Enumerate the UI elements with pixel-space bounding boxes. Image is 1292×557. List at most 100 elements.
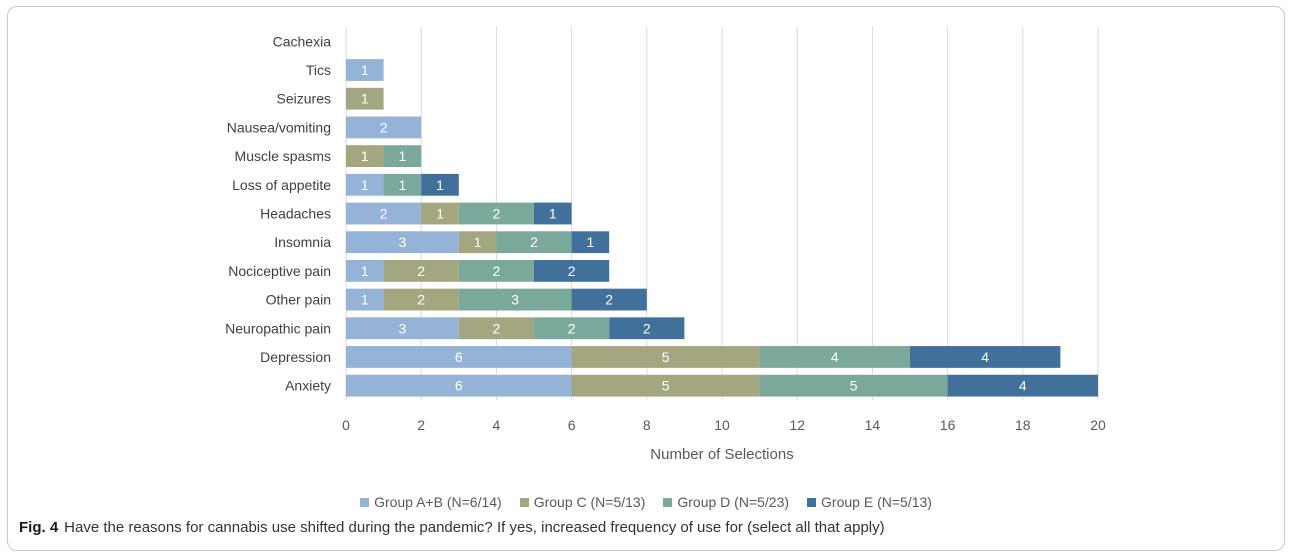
- bar-segment: [458, 288, 572, 311]
- data-label: 1: [361, 91, 369, 107]
- x-tick-label: 16: [940, 417, 956, 433]
- legend-label: Group D (N=5/23): [677, 494, 790, 510]
- bar-segment: [346, 173, 384, 196]
- y-category-label: Anxiety: [285, 378, 331, 394]
- data-label: 5: [662, 349, 670, 365]
- bar-segment: [383, 259, 459, 282]
- bar-segment: [346, 87, 384, 110]
- bar-segment: [947, 374, 1098, 397]
- y-category-label: Tics: [306, 62, 331, 78]
- bar-segment: [383, 173, 422, 196]
- data-label: 2: [568, 263, 576, 279]
- data-label: 6: [455, 378, 463, 394]
- y-category-label: Seizures: [277, 91, 331, 107]
- data-label: 5: [662, 378, 670, 394]
- bar-segment: [346, 202, 422, 225]
- legend-swatch: [519, 497, 529, 507]
- bar-segment: [383, 145, 422, 168]
- legend-item: Group A+B (N=6/14): [360, 494, 502, 510]
- data-label: 2: [493, 206, 501, 222]
- legend-label: Group E (N=5/13): [821, 494, 932, 510]
- data-label: 1: [587, 234, 595, 250]
- bar-segment: [759, 346, 910, 368]
- bar-segment: [571, 346, 760, 368]
- data-label: 2: [380, 119, 388, 135]
- data-label: 4: [981, 349, 989, 365]
- bar-segment: [346, 288, 384, 311]
- y-category-label: Loss of appetite: [232, 177, 331, 193]
- data-label: 3: [511, 292, 519, 308]
- data-label: 2: [643, 320, 651, 336]
- legend-item: Group D (N=5/23): [663, 494, 789, 510]
- data-label: 1: [474, 234, 482, 250]
- bar-segment: [346, 346, 572, 368]
- data-label: 1: [436, 206, 444, 222]
- bar-segment: [458, 317, 534, 340]
- bar-segment: [534, 259, 610, 282]
- bar-segment: [421, 202, 459, 225]
- bar-segment: [458, 202, 534, 225]
- x-axis-title: Number of Selections: [650, 446, 793, 463]
- y-category-label: Nociceptive pain: [228, 263, 331, 279]
- data-label: 6: [455, 349, 463, 365]
- bar-segment: [346, 145, 384, 168]
- y-category-label: Neuropathic pain: [225, 320, 331, 336]
- figure-caption: Fig. 4 Have the reasons for cannabis use …: [19, 519, 885, 536]
- data-label: 1: [361, 148, 369, 164]
- x-tick-label: 6: [568, 417, 576, 433]
- bar-segment: [910, 346, 1061, 368]
- data-label: 1: [361, 62, 369, 78]
- x-tick-label: 12: [789, 417, 805, 433]
- figure-frame: [7, 6, 1285, 551]
- legend-label: Group C (N=5/13): [533, 494, 646, 510]
- data-label: 1: [549, 206, 557, 222]
- x-tick-label: 2: [417, 417, 425, 433]
- legend-item: Group C (N=5/13): [519, 494, 646, 510]
- data-label: 2: [568, 320, 576, 336]
- bar-segment: [383, 288, 459, 311]
- bar-segment: [571, 288, 647, 311]
- x-tick-label: 8: [643, 417, 651, 433]
- legend-swatch: [807, 497, 817, 507]
- data-label: 2: [417, 292, 425, 308]
- x-tick-label: 0: [342, 417, 350, 433]
- y-category-label: Other pain: [266, 292, 331, 308]
- bar-segment: [421, 173, 459, 196]
- y-category-label: Headaches: [260, 206, 331, 222]
- data-label: 2: [605, 292, 613, 308]
- data-label: 5: [850, 378, 858, 394]
- data-label: 4: [1019, 378, 1027, 394]
- y-category-label: Insomnia: [274, 234, 331, 250]
- bar-segment: [458, 259, 534, 282]
- bar-segment: [346, 374, 572, 397]
- y-category-label: Nausea/vomiting: [227, 119, 331, 135]
- bar-segment: [346, 317, 459, 340]
- legend-swatch: [360, 497, 370, 507]
- bar-segment: [571, 374, 760, 397]
- data-label: 2: [380, 206, 388, 222]
- x-tick-label: 4: [493, 417, 501, 433]
- data-label: 1: [361, 177, 369, 193]
- y-category-label: Muscle spasms: [235, 148, 331, 164]
- data-label: 2: [417, 263, 425, 279]
- legend-swatch: [663, 497, 673, 507]
- data-label: 1: [399, 148, 407, 164]
- data-label: 3: [399, 234, 407, 250]
- caption-label: Fig. 4: [19, 519, 59, 536]
- chart-legend: Group A+B (N=6/14) Group C (N=5/13) Group …: [0, 494, 1292, 510]
- y-category-label: Cachexia: [273, 33, 332, 49]
- data-label: 4: [831, 349, 839, 365]
- bar-segment: [534, 202, 572, 225]
- data-label: 1: [361, 263, 369, 279]
- legend-label: Group A+B (N=6/14): [374, 494, 502, 510]
- bar-segment: [346, 231, 459, 254]
- x-tick-label: 20: [1090, 417, 1106, 433]
- legend-item: Group E (N=5/13): [807, 494, 932, 510]
- data-label: 1: [436, 177, 444, 193]
- caption-text: Have the reasons for cannabis use shifte…: [64, 519, 885, 536]
- bar-segment: [346, 59, 384, 81]
- bar-segment: [571, 231, 610, 254]
- y-category-label: Depression: [260, 349, 331, 365]
- bar-segment: [609, 317, 685, 340]
